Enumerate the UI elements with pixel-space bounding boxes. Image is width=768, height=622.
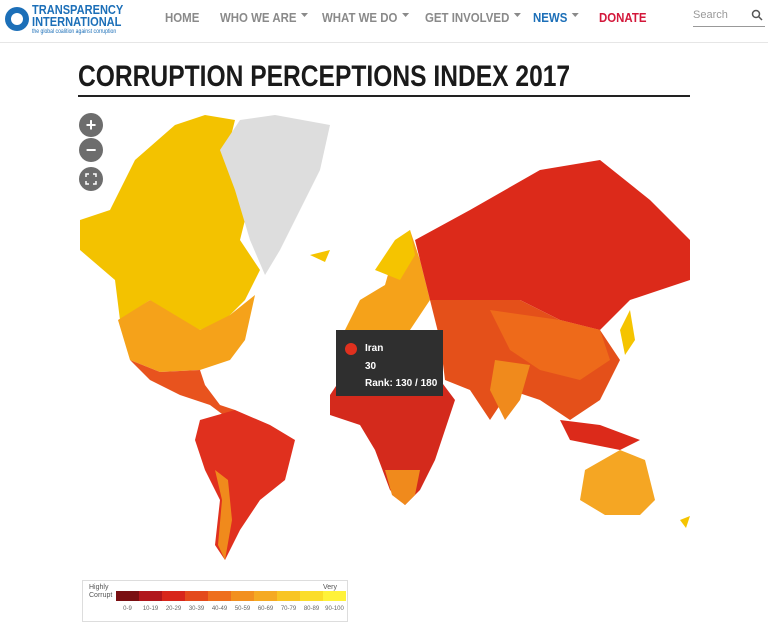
legend-swatch [231, 591, 254, 601]
legend-range: 70-79 [280, 606, 297, 612]
nav-item[interactable]: WHO WE ARE [220, 10, 308, 25]
logo[interactable]: TRANSPARENCY INTERNATIONAL the global co… [32, 2, 124, 36]
fullscreen-icon [85, 173, 97, 185]
legend-swatch [277, 591, 300, 601]
region [385, 470, 420, 505]
region [330, 365, 455, 505]
legend-swatch [300, 591, 323, 601]
region [415, 160, 690, 330]
title-rule [78, 95, 690, 97]
legend-range: 20-29 [165, 606, 182, 612]
tooltip-score: 30 [365, 361, 377, 372]
nav-item[interactable]: NEWS [533, 10, 579, 25]
legend-range: 90-100 [325, 606, 344, 612]
region [195, 410, 295, 560]
legend-range: 60-69 [257, 606, 274, 612]
tagline: the global coalition against corruption [32, 29, 117, 35]
search-box[interactable]: Search [693, 6, 765, 27]
nav-item[interactable]: GET INVOLVED [425, 10, 521, 25]
legend-swatch [323, 591, 346, 601]
tooltip: Iran 30 Rank: 130 / 180 [336, 330, 443, 396]
tooltip-country: Iran [365, 343, 384, 354]
fullscreen[interactable] [79, 167, 103, 191]
region [215, 470, 232, 560]
region [118, 295, 255, 372]
region [560, 420, 640, 450]
zoom-out[interactable]: − [79, 138, 103, 162]
legend-scale: 0-9 10-19 20-29 30-39 40-49 50-59 60-69 70-79 80… [116, 591, 346, 612]
legend-range: 30-39 [188, 606, 205, 612]
legend-swatch [254, 591, 277, 601]
legend-swatch [185, 591, 208, 601]
legend: Highly Corrupt Very Clean 0-910-1920-293… [82, 580, 348, 622]
legend-swatch [162, 591, 185, 601]
legend-range: 80-89 [303, 606, 320, 612]
logo-icon [5, 7, 29, 31]
legend-swatch [116, 591, 139, 601]
legend-range: 50-59 [234, 606, 251, 612]
region [375, 230, 415, 280]
legend-range: 40-49 [211, 606, 228, 612]
legend-swatch [139, 591, 162, 601]
region [620, 310, 635, 355]
legend-range: 10-19 [142, 606, 159, 612]
region [680, 516, 690, 528]
region [490, 310, 610, 380]
logo-line: INTERNATIONAL [32, 14, 122, 29]
legend-low: Highly Corrupt [89, 584, 113, 599]
nav-item[interactable]: WHAT WE DO [322, 10, 409, 25]
tooltip-dot [345, 343, 357, 355]
region [310, 250, 330, 262]
legend-range: 0-9 [123, 606, 132, 612]
region [580, 450, 655, 515]
logo-line: TRANSPARENCY [32, 2, 124, 17]
region [220, 115, 330, 275]
nav-item[interactable]: HOME [165, 10, 200, 25]
search-icon [751, 9, 763, 21]
page-title: CORRUPTION PERCEPTIONS INDEX 2017 [78, 60, 571, 93]
search-placeholder: Search [693, 9, 728, 21]
region [130, 360, 235, 420]
tooltip-rank: Rank: 130 / 180 [365, 378, 438, 389]
legend-swatch [208, 591, 231, 601]
region [80, 115, 260, 330]
nav-item[interactable]: DONATE [599, 10, 647, 25]
region [490, 360, 530, 420]
zoom-in[interactable]: + [79, 113, 103, 137]
header: TRANSPARENCY INTERNATIONAL the global co… [0, 0, 768, 43]
